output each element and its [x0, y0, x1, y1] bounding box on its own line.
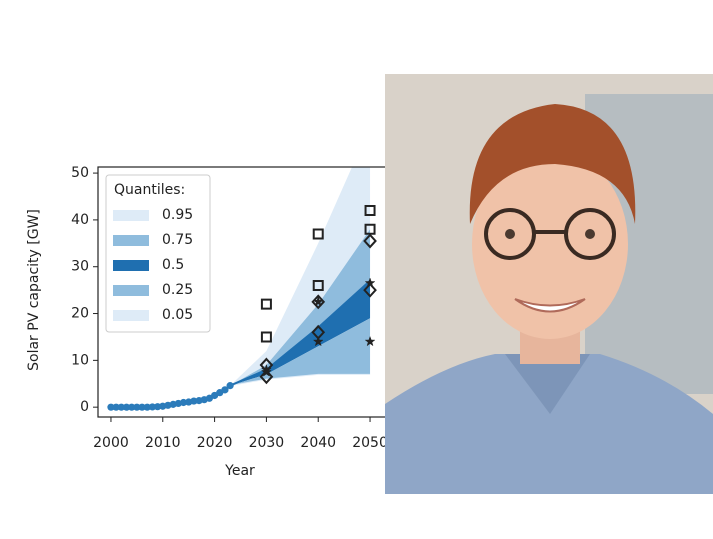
scenario-star — [364, 335, 376, 347]
x-axis-label: Year — [224, 463, 255, 479]
legend-swatch — [113, 310, 149, 321]
history-point — [226, 382, 234, 390]
y-tick-label: 40 — [71, 212, 89, 228]
history-point — [153, 403, 162, 411]
x-tick-label: 2000 — [93, 435, 129, 451]
quantile-band — [230, 318, 371, 386]
scenario-diamond — [259, 369, 274, 385]
y-tick-label: 10 — [71, 352, 89, 368]
history-point — [133, 403, 141, 411]
x-tick-label: 2020 — [197, 435, 233, 451]
scenario-star — [260, 366, 272, 377]
median-line — [229, 280, 371, 387]
legend: Quantiles: 0.95 0.75 0.5 0.25 0.05 — [105, 174, 211, 333]
history-point — [138, 403, 146, 411]
y-tick-label: 20 — [71, 306, 89, 322]
y-tick-label: 30 — [71, 259, 89, 275]
y-tick-label: 50 — [71, 165, 89, 181]
x-tick-label: 2030 — [249, 435, 285, 451]
portrait-photo — [385, 74, 713, 494]
history-point — [107, 403, 115, 411]
quantile-band — [230, 280, 371, 386]
x-tick-label: 2040 — [300, 435, 336, 451]
scenario-square — [260, 298, 272, 310]
history-point — [143, 403, 151, 411]
legend-label: 0.95 — [162, 207, 193, 223]
history-point — [148, 403, 157, 411]
y-tick-label: 0 — [80, 399, 89, 415]
scenario-star — [364, 277, 376, 288]
history-point — [128, 403, 136, 411]
scenario-square — [364, 223, 376, 235]
scenario-star — [312, 335, 324, 347]
scenario-diamond — [363, 233, 377, 249]
scenario-square — [260, 331, 272, 343]
history-point — [221, 386, 229, 394]
history-point — [190, 397, 198, 405]
scenario-square — [312, 228, 324, 240]
plot-area — [107, 167, 377, 411]
y-axis-label: Solar PV capacity [GW] — [26, 209, 42, 371]
legend-swatch — [113, 285, 149, 296]
x-tick-label: 2050 — [352, 435, 388, 451]
history-point — [117, 403, 125, 411]
scenario-diamond — [363, 282, 377, 298]
legend-title: Quantiles: — [114, 182, 185, 198]
legend-swatch — [113, 260, 149, 271]
scenario-square — [364, 205, 376, 217]
legend-label: 0.25 — [162, 282, 193, 298]
x-tick-label: 2010 — [145, 435, 181, 451]
legend-swatch — [113, 235, 149, 246]
legend-swatch — [113, 210, 149, 221]
history-point — [179, 398, 188, 407]
legend-label: 0.75 — [162, 232, 193, 248]
legend-label: 0.5 — [162, 257, 184, 273]
history-point — [122, 403, 131, 411]
quantile-band — [230, 167, 371, 386]
scenario-diamond — [311, 294, 326, 310]
scenario-star — [312, 296, 324, 307]
quantile-line — [230, 373, 371, 387]
legend-label: 0.05 — [162, 307, 193, 323]
scenario-square — [312, 279, 324, 291]
history-point — [112, 403, 120, 411]
legend-box — [105, 174, 211, 333]
